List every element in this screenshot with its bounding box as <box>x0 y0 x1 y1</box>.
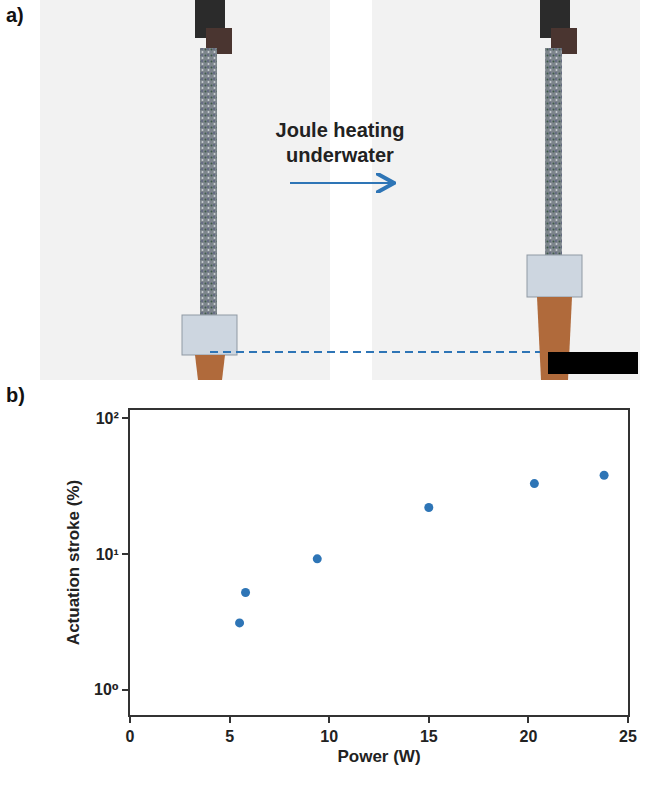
svg-text:10: 10 <box>320 728 338 745</box>
svg-text:10¹: 10¹ <box>96 546 119 563</box>
svg-text:Actuation stroke (%): Actuation stroke (%) <box>64 480 83 645</box>
html-text:Joule heating underwater: Joule heating underwater <box>275 119 405 166</box>
svg-text:25: 25 <box>619 728 637 745</box>
html-text:b): b) <box>6 384 25 406</box>
svg-text:Power (W): Power (W) <box>337 747 420 766</box>
svg-text:0: 0 <box>126 728 135 745</box>
html-text:a): a) <box>6 4 24 26</box>
svg-text:20: 20 <box>520 728 538 745</box>
svg-text:10⁰: 10⁰ <box>94 681 119 698</box>
svg-text:15: 15 <box>420 728 438 745</box>
svg-text:10²: 10² <box>96 410 119 427</box>
svg-text:5: 5 <box>225 728 234 745</box>
